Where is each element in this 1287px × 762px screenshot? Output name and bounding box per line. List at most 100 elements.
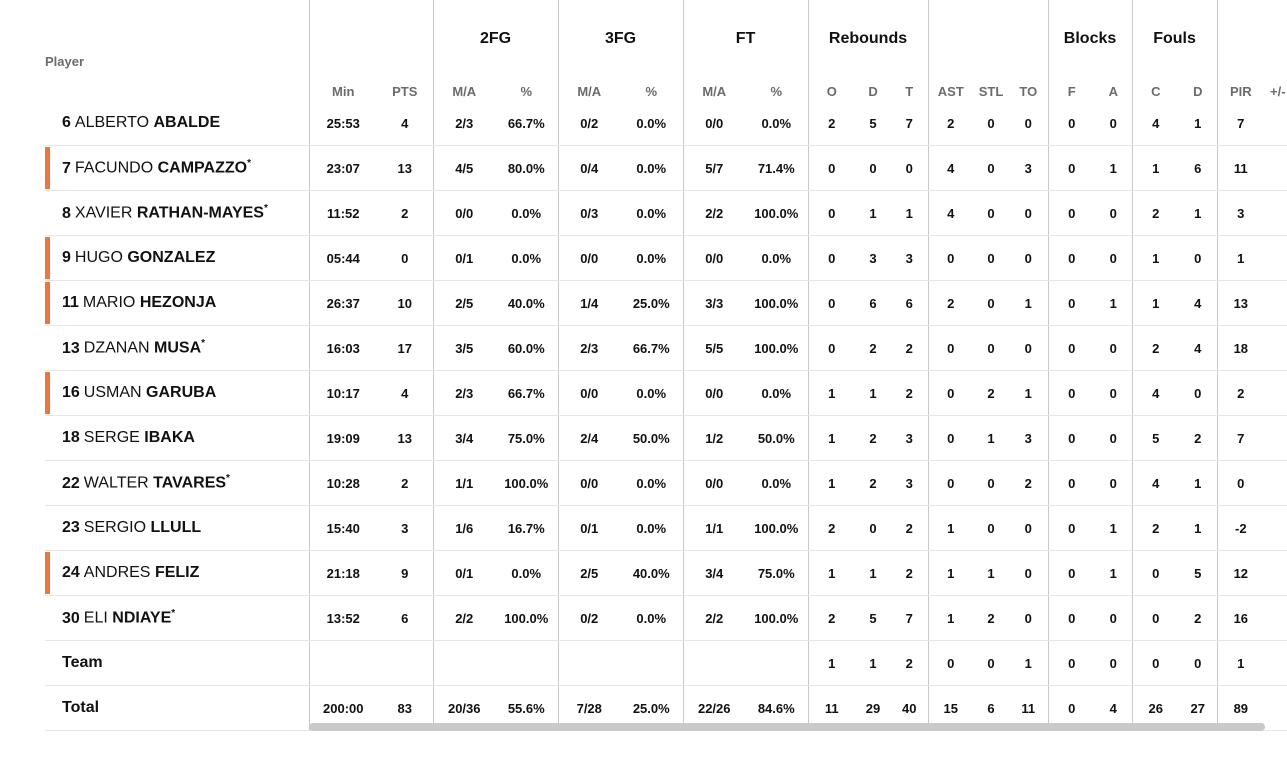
player-row[interactable]: 8 XAVIER RATHAN-MAYES* 11:52 2 0/0 0.0% 0/3 0.0… [45,190,1287,236]
stat-ft-pct: 0.0% [745,235,809,281]
col-reb-d[interactable]: D [868,84,878,99]
stat-reb-o: 2 [807,595,856,641]
col-3fg-pct[interactable]: % [645,84,658,99]
stat-to: 2 [1009,460,1049,506]
stat-stl: 0 [973,325,1010,371]
player-name-cell[interactable]: 24 ANDRES FELIZ [45,550,309,596]
stat-reb-t: 2 [891,550,929,596]
player-name-cell[interactable]: 8 XAVIER RATHAN-MAYES* [45,190,309,236]
stat-blk-a: 0 [1095,235,1133,281]
stat-ast: 0 [927,325,974,371]
stat-foul-d: 2 [1179,415,1218,461]
player-name-cell[interactable]: 23 SERGIO LLULL [45,505,309,551]
player-star-marker: * [201,338,206,350]
stat-foul-d: 4 [1179,325,1218,371]
player-row[interactable]: 24 ANDRES FELIZ 21:18 9 0/1 0.0% 2/5 40.0% 3/4 75… [45,550,1287,596]
player-row[interactable]: 6 ALBERTO ABALDE 25:53 4 2/3 66.7% 0/2 0.0% 0/0 0… [45,101,1287,146]
stat-reb-o: 1 [807,460,856,506]
col-reb-o[interactable]: O [807,52,856,101]
group-spacer [1216,0,1287,52]
col-ast[interactable]: AST [927,52,974,101]
stat-min: 10:17 [308,370,377,416]
stat-ft-pct: 0.0% [745,460,809,506]
stat-foul-c: 2 [1131,505,1180,551]
player-name-cell[interactable]: 22 WALTER TAVARES* [45,460,309,506]
stat-stl: 2 [973,370,1010,416]
stat-reb-d: 1 [855,640,892,686]
horizontal-scrollbar[interactable] [309,723,1265,731]
col-ft-pct[interactable]: % [770,84,783,99]
col-player[interactable]: Player [45,54,85,69]
stat-fg3-ma: 0/0 [557,460,620,506]
col-to[interactable]: TO [1019,84,1038,99]
col-reb-t[interactable]: T [905,84,914,99]
player-name-cell[interactable]: 7 FACUNDO CAMPAZZO* [45,145,309,191]
player-first-name: WALTER [83,474,149,492]
col-pts[interactable]: PTS [392,84,418,99]
stat-pts: 0 [377,235,433,281]
stat-fg3-pct: 0.0% [620,235,683,281]
group-spacer [45,0,309,52]
stat-fg2-pct: 100.0% [495,595,558,641]
stat-fg2-ma: 1/6 [432,505,495,551]
stat-reb-t: 7 [891,101,929,146]
stat-ft-pct: 75.0% [745,550,809,596]
col-foul-d[interactable]: D [1193,84,1203,99]
stat-reb-o: 1 [807,640,856,686]
stat-ast: 1 [927,550,974,596]
col-plus-minus[interactable]: +/- [1270,84,1286,99]
col-pir[interactable]: PIR [1216,52,1265,101]
col-blk-a[interactable]: A [1108,84,1118,99]
stat-blk-f: 0 [1047,505,1096,551]
stat-min: 19:09 [308,415,377,461]
player-last-name: RATHAN-MAYES [136,204,264,222]
player-name-cell[interactable]: 18 SERGE IBAKA [45,415,309,461]
player-last-name: CAMPAZZO [157,159,248,177]
stat-fg2-pct: 0.0% [495,190,558,236]
player-star-marker: * [247,158,251,170]
player-row[interactable]: 23 SERGIO LLULL 15:40 3 1/6 16.7% 0/1 0.0% 1/1 10… [45,505,1287,551]
stat-reb-d: 0 [855,505,892,551]
player-name-cell[interactable]: 6 ALBERTO ABALDE [45,101,309,146]
col-ft-ma[interactable]: M/A [682,52,745,101]
player-first-name: SERGIO [83,519,147,536]
stat-fg2-ma: 1/1 [432,460,495,506]
player-row[interactable]: 9 HUGO GONZALEZ 05:44 0 0/1 0.0% 0/0 0.0% 0/0 0.0… [45,235,1287,281]
player-row[interactable]: 30 ELI NDIAYE* 13:52 6 2/2 100.0% 0/2 0.0% 2/2 10… [45,595,1287,641]
stat-ft-ma: 2/2 [682,190,745,236]
col-2fg-ma[interactable]: M/A [432,52,495,101]
player-number: 9 [62,249,71,266]
col-2fg-pct[interactable]: % [520,84,533,99]
stat-stl: 0 [973,101,1010,146]
stat-pts: 17 [377,325,433,371]
stat-fg2-ma: 2/3 [432,101,495,146]
col-foul-c[interactable]: C [1131,52,1180,101]
col-3fg-ma[interactable]: M/A [557,52,620,101]
player-row[interactable]: 16 USMAN GARUBA 10:17 4 2/3 66.7% 0/0 0.0% 0/0 0.… [45,370,1287,416]
stat-ft-ma: 0/0 [682,460,745,506]
player-row[interactable]: 11 MARIO HEZONJA 26:37 10 2/5 40.0% 1/4 25.0% 3/… [45,280,1287,326]
player-name-cell[interactable]: 11 MARIO HEZONJA [45,280,309,326]
stat-reb-d: 1 [855,190,892,236]
stat-fg3-pct: 66.7% [620,325,683,371]
player-row[interactable]: 13 DZANAN MUSA* 16:03 17 3/5 60.0% 2/3 66.7% 5/5… [45,325,1287,371]
player-row[interactable]: 18 SERGE IBAKA 19:09 13 3/4 75.0% 2/4 50.0% 1/2 5… [45,415,1287,461]
stat-to: 0 [1009,101,1049,146]
player-row[interactable]: 22 WALTER TAVARES* 10:28 2 1/1 100.0% 0/0 0.0% 0… [45,460,1287,506]
player-row[interactable]: 7 FACUNDO CAMPAZZO* 23:07 13 4/5 80.0% 0/4 0.0%… [45,145,1287,191]
player-last-name: IBAKA [144,429,195,446]
col-blk-f[interactable]: F [1047,52,1096,101]
col-stl[interactable]: STL [978,84,1004,99]
stat-pir: 11 [1216,145,1265,191]
player-star-marker: * [171,608,176,620]
stat-ast: 0 [927,415,974,461]
stat-min: 13:52 [308,595,377,641]
player-name-cell[interactable]: 16 USMAN GARUBA [45,370,309,416]
player-name-cell[interactable]: 13 DZANAN MUSA* [45,325,309,371]
player-name-cell[interactable]: 9 HUGO GONZALEZ [45,235,309,281]
col-min[interactable]: Min [308,52,377,101]
stat-to: 0 [1009,235,1049,281]
player-name-cell[interactable]: 30 ELI NDIAYE* [45,595,309,641]
stat-pir: 7 [1216,101,1265,146]
stat-ast: 0 [927,370,974,416]
